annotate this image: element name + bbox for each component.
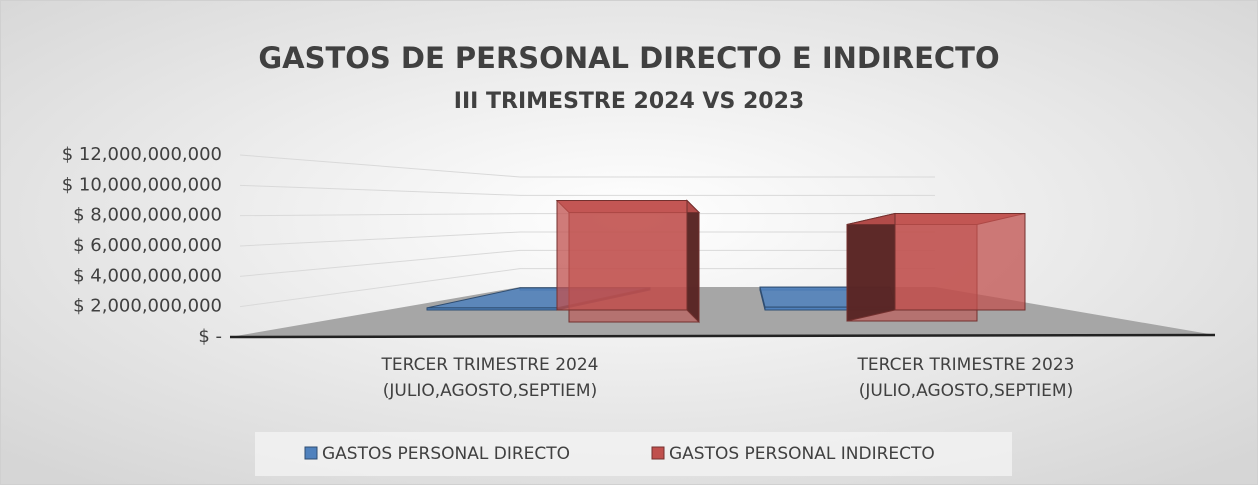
- y-tick-label: $ 10,000,000,000: [62, 174, 222, 195]
- legend-label: GASTOS PERSONAL INDIRECTO: [669, 444, 935, 464]
- bar: [555, 199, 701, 324]
- chart-subtitle: III TRIMESTRE 2024 VS 2023: [454, 89, 804, 114]
- bar: [846, 212, 1026, 322]
- bar-front: [556, 199, 688, 311]
- y-tick-label: $ 6,000,000,000: [73, 235, 222, 256]
- y-tick-label: $ 8,000,000,000: [73, 205, 222, 226]
- x-tick-label: TERCER TRIMESTRE 2024 (JULIO,AGOSTO,SEPT…: [381, 355, 599, 401]
- bar-front: [426, 307, 558, 311]
- floor-edge: [229, 333, 1216, 339]
- grid-line: [239, 213, 935, 217]
- y-tick-label: $ -: [198, 326, 222, 347]
- grid-line: [239, 184, 935, 196]
- legend-box: [255, 432, 1012, 476]
- chart-title: GASTOS DE PERSONAL DIRECTO E INDIRECTO: [258, 41, 999, 75]
- bar-side: [846, 212, 896, 322]
- grid-line: [239, 154, 935, 178]
- bar-front: [894, 212, 1026, 311]
- x-tick-label: TERCER TRIMESTRE 2023 (JULIO,AGOSTO,SEPT…: [857, 355, 1075, 401]
- grid-line: [239, 268, 935, 308]
- legend-label: GASTOS PERSONAL DIRECTO: [322, 444, 570, 464]
- bar-side: [686, 199, 700, 324]
- legend-swatch: [651, 446, 665, 460]
- grid-line: [239, 231, 935, 247]
- y-tick-label: $ 2,000,000,000: [73, 296, 222, 317]
- grid-line: [239, 249, 935, 277]
- legend-swatch: [304, 446, 318, 460]
- y-tick-label: $ 4,000,000,000: [73, 265, 222, 286]
- y-tick-label: $ 12,000,000,000: [62, 144, 222, 165]
